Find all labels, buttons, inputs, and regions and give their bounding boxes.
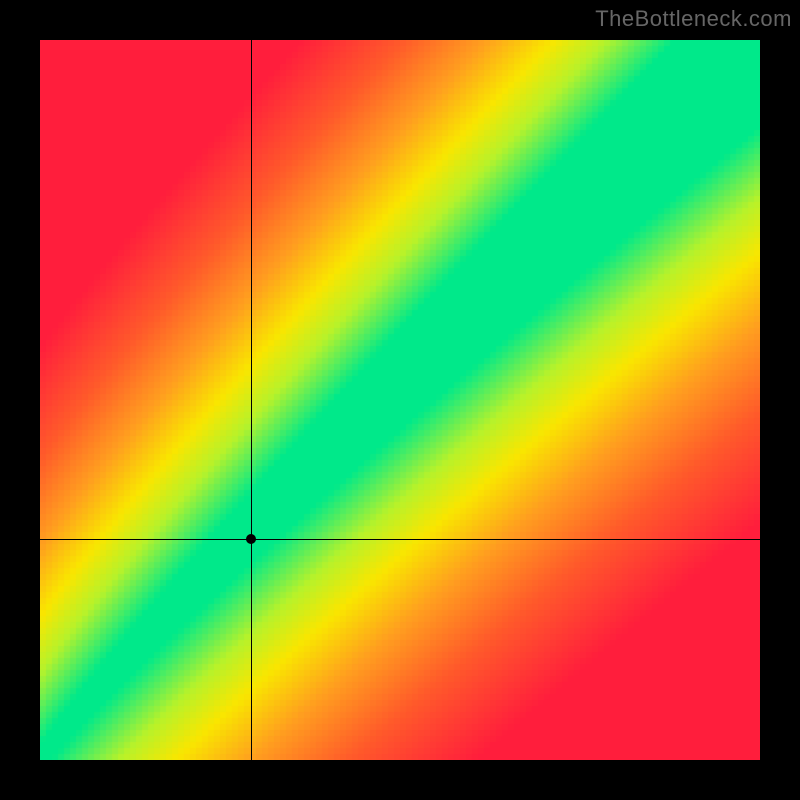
- watermark-text: TheBottleneck.com: [595, 6, 792, 32]
- heatmap-plot: [40, 40, 760, 760]
- heatmap-canvas: [40, 40, 760, 760]
